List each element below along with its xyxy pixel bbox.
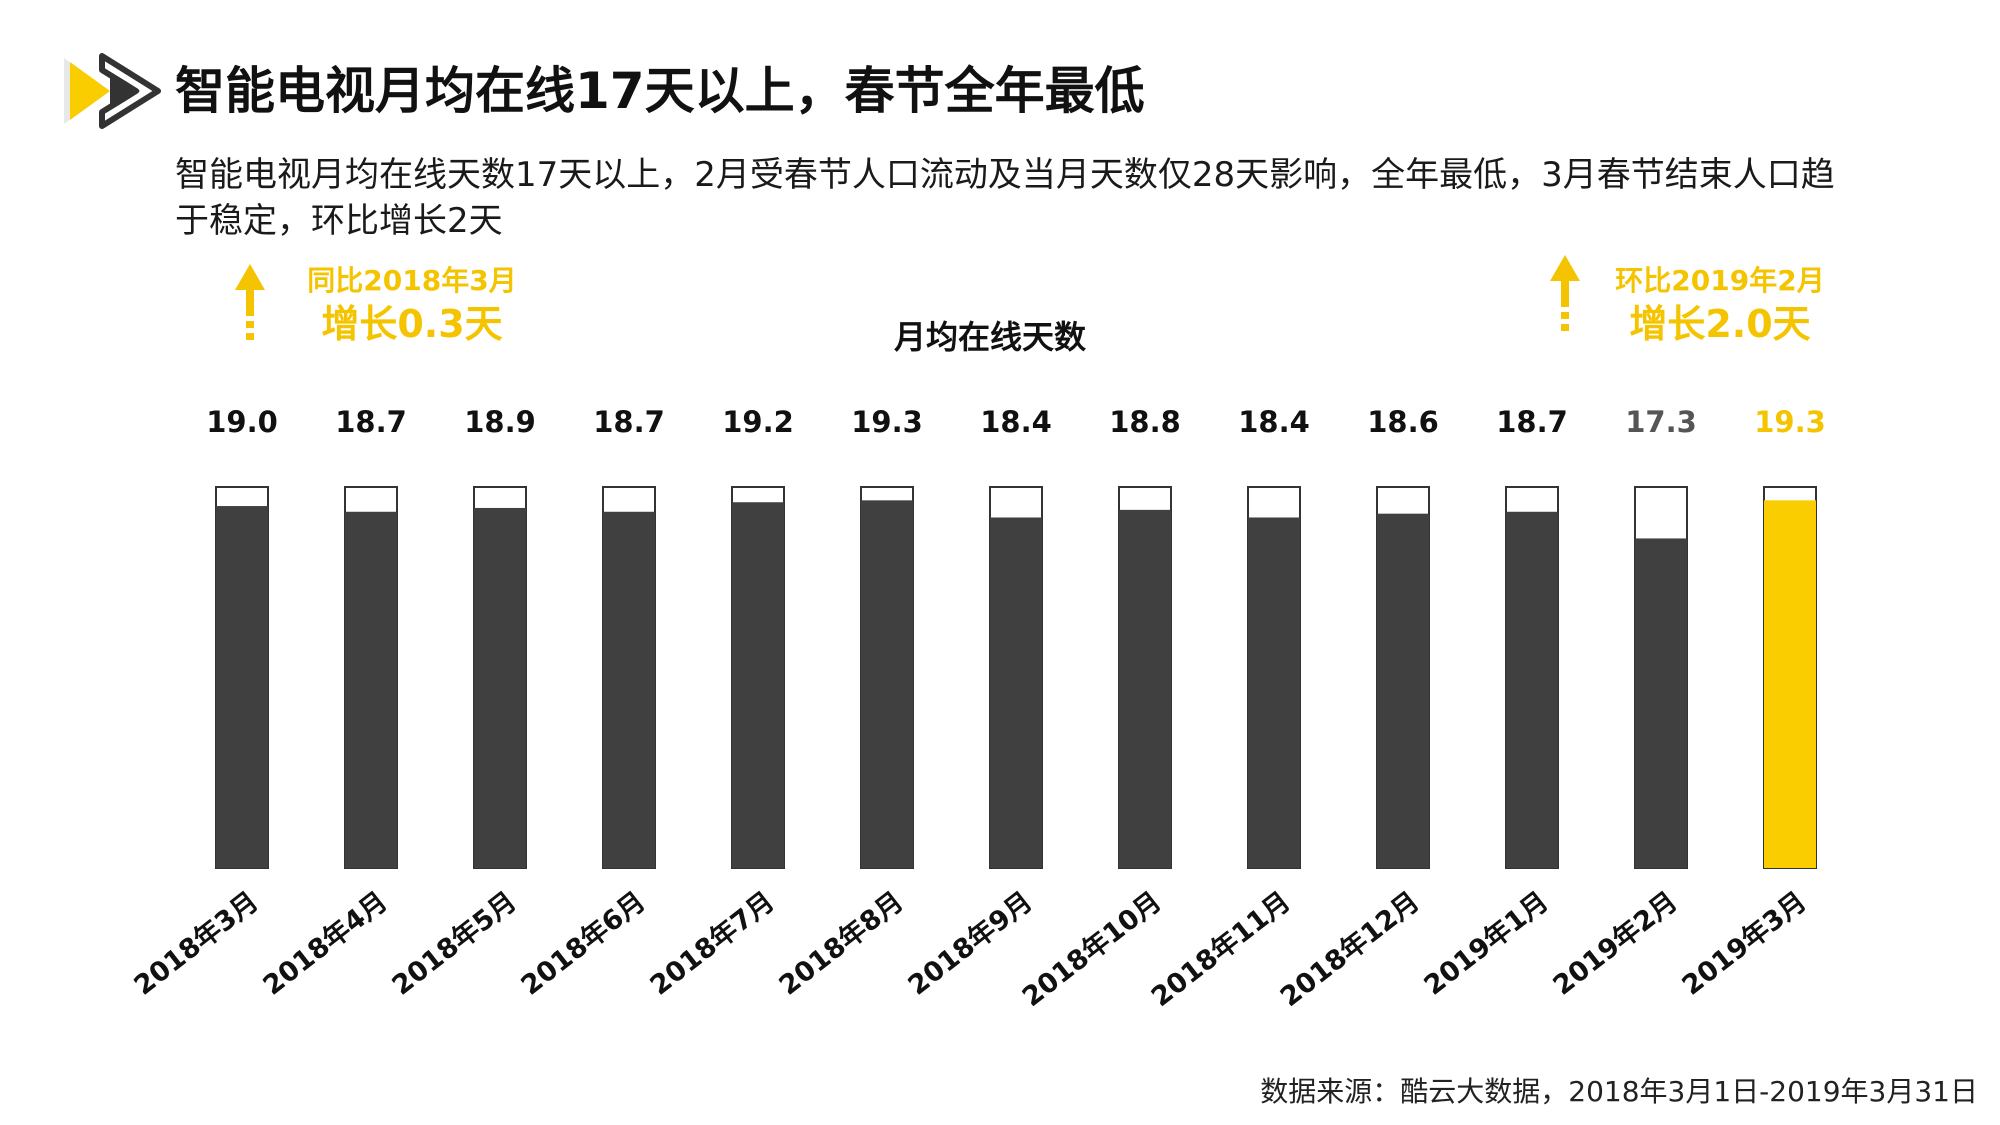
bar-value-label: 18.4 (1238, 405, 1310, 439)
bar-value-label: 18.7 (593, 405, 665, 439)
up-arrow-right-icon (1550, 255, 1580, 331)
bar (216, 506, 268, 868)
bar (1764, 500, 1816, 868)
bar-value-label: 19.2 (722, 405, 794, 439)
category-tick-label: 2018年8月 (773, 885, 909, 1001)
chart-title: 月均在线天数 (894, 318, 1087, 356)
category-tick-label: 2019年2月 (1547, 885, 1683, 1001)
page-title: 智能电视月均在线17天以上，春节全年最低 (175, 62, 1145, 120)
bar (732, 502, 784, 868)
callout-right: 环比2019年2月 增长2.0天 (1590, 262, 1850, 348)
category-tick-label: 2018年7月 (644, 885, 780, 1001)
callout-left-line2: 增长0.3天 (321, 302, 503, 346)
category-tick-label: 2019年1月 (1418, 885, 1554, 1001)
bar (1635, 538, 1687, 868)
bar-value-label: 19.3 (851, 405, 923, 439)
bar-value-label: 18.9 (464, 405, 536, 439)
bar (345, 511, 397, 868)
bar (603, 511, 655, 868)
bar-value-label: 19.0 (206, 405, 278, 439)
callout-left: 同比2018年3月 增长0.3天 (282, 262, 542, 348)
bar-value-label: 18.8 (1109, 405, 1181, 439)
bar-value-label: 18.4 (980, 405, 1052, 439)
bar-value-label: 18.6 (1367, 405, 1439, 439)
bar (1377, 513, 1429, 868)
callout-right-line1: 环比2019年2月 (1615, 264, 1825, 297)
category-tick-label: 2018年9月 (902, 885, 1038, 1001)
up-arrow-left-icon (235, 264, 265, 340)
category-tick-label: 2018年3月 (128, 885, 264, 1001)
bar-value-label: 18.7 (1496, 405, 1568, 439)
play-arrow-logo-icon (64, 53, 161, 129)
bar-value-label: 18.7 (335, 405, 407, 439)
page-description: 智能电视月均在线天数17天以上，2月受春节人口流动及当月天数仅28天影响，全年最… (175, 155, 1835, 241)
category-tick-label: 2018年12月 (1274, 885, 1425, 1013)
data-source: 数据来源：酷云大数据，2018年3月1日-2019年3月31日 (1260, 1075, 1978, 1108)
category-tick-label: 2018年5月 (386, 885, 522, 1001)
callout-right-line2: 增长2.0天 (1629, 302, 1811, 346)
bar-value-label: 19.3 (1754, 405, 1826, 439)
category-tick-label: 2019年3月 (1676, 885, 1812, 1001)
bar (861, 500, 913, 868)
bar (1506, 511, 1558, 868)
bar (1119, 509, 1171, 868)
category-tick-label: 2018年6月 (515, 885, 651, 1001)
bar (990, 517, 1042, 868)
category-tick-label: 2018年11月 (1145, 885, 1296, 1013)
bar (1248, 517, 1300, 868)
callout-left-line1: 同比2018年3月 (307, 264, 517, 297)
category-tick-label: 2018年4月 (257, 885, 393, 1001)
bar (474, 507, 526, 868)
bar-value-label: 17.3 (1625, 405, 1697, 439)
category-tick-label: 2018年10月 (1016, 885, 1167, 1013)
